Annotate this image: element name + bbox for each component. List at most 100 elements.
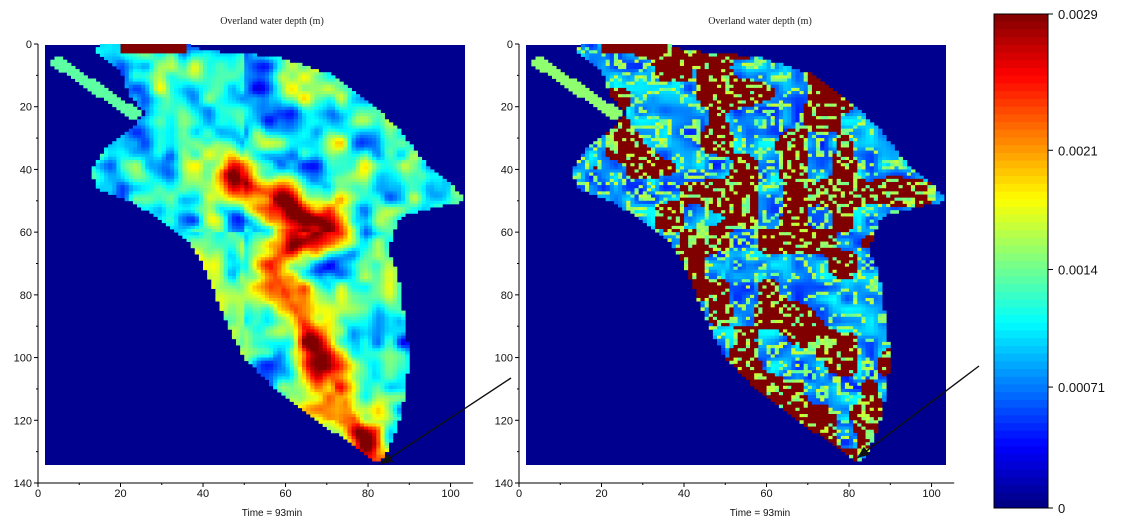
heatmap-cell — [186, 238, 192, 242]
heatmap-cell — [198, 128, 204, 133]
heatmap-cell — [227, 282, 233, 286]
heatmap-cell — [153, 172, 159, 177]
heatmap-cell — [372, 301, 377, 305]
heatmap-cell — [339, 288, 344, 293]
heatmap-cell — [198, 244, 204, 249]
heatmap-cell — [376, 279, 381, 283]
heatmap-cell — [339, 229, 344, 233]
heatmap-cell — [231, 260, 237, 264]
heatmap-cell — [87, 81, 93, 86]
heatmap-cell — [170, 197, 175, 202]
heatmap-cell — [182, 122, 187, 126]
heatmap-cell — [198, 147, 204, 152]
heatmap-cell — [318, 200, 324, 205]
heatmap-cell — [194, 53, 200, 57]
heatmap-cell — [289, 87, 295, 92]
heatmap-cell — [161, 150, 167, 155]
heatmap-cell — [231, 191, 237, 195]
heatmap-cell — [376, 163, 381, 167]
heatmap-cell — [355, 112, 361, 117]
heatmap-cell — [99, 160, 105, 164]
heatmap-cell — [174, 112, 179, 117]
heatmap-cell — [396, 210, 402, 214]
heatmap-cell — [108, 50, 113, 54]
heatmap-cell — [132, 160, 138, 164]
heatmap-cell — [240, 169, 245, 173]
heatmap-cell — [335, 301, 340, 305]
heatmap-cell — [314, 203, 319, 208]
heatmap-cell — [211, 175, 216, 180]
heatmap-cell — [236, 222, 241, 227]
heatmap-cell — [244, 269, 249, 274]
heatmap-cell — [289, 254, 295, 258]
heatmap-cell — [277, 294, 282, 299]
heatmap-cell — [442, 191, 447, 195]
heatmap-cell — [417, 172, 423, 177]
heatmap-cell — [368, 181, 373, 186]
heatmap-cell — [302, 297, 307, 302]
heatmap-cell — [289, 185, 295, 189]
heatmap-cell — [384, 181, 390, 186]
heatmap-cell — [116, 188, 121, 192]
heatmap-cell — [178, 175, 183, 180]
heatmap-cell — [330, 194, 336, 199]
heatmap-cell — [281, 191, 286, 195]
heatmap-cell — [153, 203, 159, 208]
heatmap-cell — [363, 156, 369, 161]
heatmap-cell — [372, 225, 377, 230]
heatmap-cell — [170, 181, 175, 186]
heatmap-cell — [248, 166, 253, 170]
heatmap-cell — [314, 131, 319, 136]
heatmap-cell — [264, 197, 270, 202]
heatmap-cell — [75, 72, 80, 76]
heatmap-cell — [372, 185, 377, 189]
heatmap-cell — [380, 238, 385, 242]
heatmap-cell — [141, 91, 146, 95]
heatmap-cell — [293, 169, 299, 173]
heatmap-cell — [215, 109, 220, 114]
heatmap-cell — [314, 112, 319, 117]
heatmap-cell — [326, 276, 332, 280]
heatmap-cell — [207, 213, 212, 217]
heatmap-cell — [380, 160, 385, 164]
heatmap-cell — [269, 219, 274, 224]
heatmap-cell — [388, 147, 394, 152]
heatmap-cell — [219, 87, 225, 92]
heatmap-cell — [355, 241, 361, 246]
heatmap-cell — [454, 197, 460, 202]
heatmap-cell — [186, 87, 192, 92]
heatmap-cell — [231, 172, 237, 177]
heatmap-cell — [264, 285, 270, 289]
heatmap-cell — [326, 141, 332, 145]
heatmap-cell — [112, 166, 117, 170]
heatmap-cell — [240, 53, 245, 57]
heatmap-cell — [240, 225, 245, 230]
heatmap-cell — [145, 128, 150, 133]
heatmap-cell — [145, 203, 150, 208]
heatmap-cell — [281, 266, 286, 271]
heatmap-cell — [351, 203, 357, 208]
heatmap-cell — [384, 134, 390, 139]
heatmap-cell — [322, 219, 328, 224]
heatmap-cell — [227, 260, 233, 264]
heatmap-cell — [190, 156, 196, 161]
heatmap-cell — [293, 304, 299, 308]
heatmap-cell — [260, 288, 266, 293]
heatmap-cell — [359, 169, 365, 173]
heatmap-cell — [450, 200, 456, 205]
heatmap-cell — [454, 200, 460, 205]
heatmap-cell — [417, 194, 423, 199]
heatmap-cell — [215, 50, 220, 54]
heatmap-cell — [215, 235, 220, 239]
heatmap-cell — [405, 147, 410, 152]
heatmap-cell — [137, 78, 142, 83]
heatmap-cell — [120, 56, 126, 61]
heatmap-cell — [149, 112, 154, 117]
heatmap-cell — [145, 91, 150, 95]
heatmap-cell — [91, 84, 97, 89]
heatmap-cell — [157, 72, 163, 76]
heatmap-cell — [335, 91, 340, 95]
heatmap-cell — [194, 59, 200, 64]
heatmap-cell — [145, 181, 150, 186]
heatmap-cell — [306, 103, 311, 108]
